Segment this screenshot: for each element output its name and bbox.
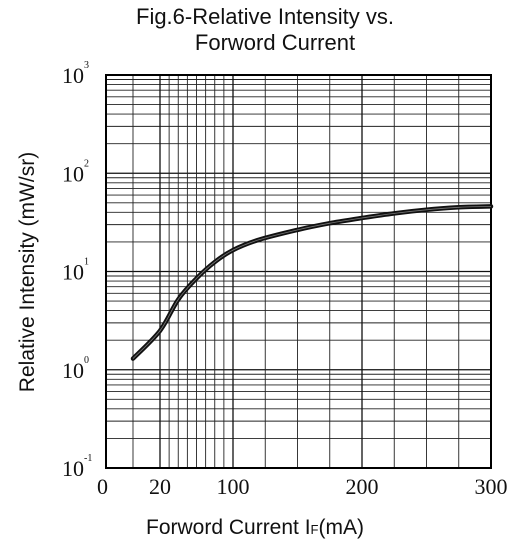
x-axis-label: Forword Current IF(mA) (146, 516, 364, 539)
x-axis-label-subscript: F (311, 522, 319, 537)
series-line-highlight-0 (132, 206, 492, 359)
x-tick-label: 100 (217, 474, 250, 499)
grid (105, 74, 492, 469)
x-tick-label: 300 (475, 474, 508, 499)
x-tick-label: 0 (97, 474, 108, 499)
y-tick-exponent: 3 (84, 60, 89, 71)
series-layer (130, 204, 494, 361)
plot-frame (105, 74, 492, 469)
x-axis-label-main: Forword Current I (146, 516, 311, 539)
y-tick-exponent: 2 (84, 158, 89, 169)
y-tick-label: 10 (62, 161, 84, 186)
y-tick-exponent: -1 (84, 453, 92, 464)
y-tick-exponent: 0 (84, 355, 89, 366)
x-tick-label: 20 (149, 474, 171, 499)
chart-title-line-2: Forword Current (195, 30, 355, 55)
y-tick-label: 10 (62, 456, 84, 481)
y-tick-label: 10 (62, 63, 84, 88)
y-tick-label: 10 (62, 358, 84, 383)
x-tick-label: 200 (346, 474, 379, 499)
x-axis-label-unit: (mA) (319, 516, 365, 539)
y-axis-label: Relative Intensity (mW/sr) (16, 152, 39, 392)
y-tick-exponent: 1 (84, 257, 89, 268)
chart-title-line-1: Fig.6-Relative Intensity vs. (136, 4, 394, 29)
x-tick-labels: 0 20 100 200 300 (97, 474, 508, 499)
y-tick-label: 10 (62, 260, 84, 285)
series-line-0 (130, 204, 494, 361)
